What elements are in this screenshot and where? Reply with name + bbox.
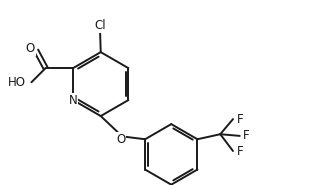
Text: O: O [116, 133, 125, 146]
Text: F: F [236, 144, 243, 157]
Text: Cl: Cl [94, 19, 106, 32]
Text: O: O [26, 42, 35, 55]
Text: HO: HO [8, 76, 26, 89]
Text: F: F [236, 113, 243, 126]
Text: N: N [69, 94, 78, 107]
Text: F: F [243, 129, 250, 142]
